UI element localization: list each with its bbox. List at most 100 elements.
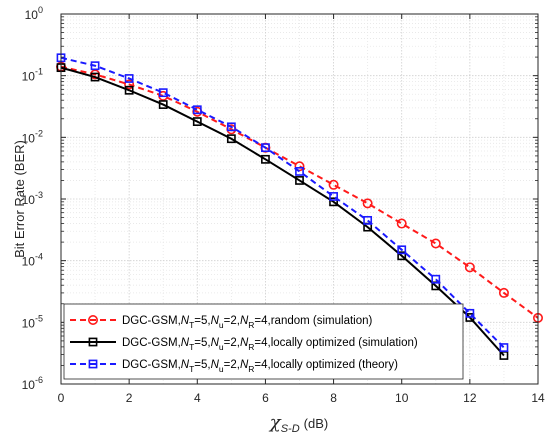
series-3-line bbox=[60, 56, 505, 349]
x-axis-label: χS-D (dB) bbox=[268, 412, 328, 435]
y-tick-label: 10-2 bbox=[22, 128, 43, 145]
legend-label-part: DGC-GSM, bbox=[122, 337, 181, 349]
series-2-line bbox=[60, 66, 505, 357]
y-tick-label: 10-4 bbox=[22, 252, 43, 269]
legend-label-part: T bbox=[189, 342, 194, 352]
y-tick-exponent: -6 bbox=[35, 375, 43, 385]
y-tick-exponent: 0 bbox=[38, 5, 43, 15]
legend-label-part: R bbox=[248, 320, 254, 330]
legend-label-part: N bbox=[181, 337, 190, 349]
series-3-point bbox=[329, 192, 338, 201]
legend-label-part: R bbox=[248, 364, 254, 374]
legend-label-3: DGC-GSM,NT=5,Nu=2,NR=4,locally optimized… bbox=[122, 359, 398, 374]
y-tick-label: 10-6 bbox=[22, 375, 43, 392]
x-tick-label: 12 bbox=[463, 391, 477, 405]
series-3-point bbox=[465, 308, 475, 318]
legend-label-part: T bbox=[189, 364, 194, 374]
series-2-point bbox=[397, 251, 407, 261]
series-2-point bbox=[124, 85, 134, 95]
y-tick-label: 10-5 bbox=[22, 313, 43, 330]
legend-marker-2 bbox=[88, 337, 98, 347]
y-tick-label: 10-1 bbox=[22, 67, 43, 84]
series-3-point bbox=[226, 122, 236, 132]
legend-box bbox=[63, 303, 464, 380]
legend-label-part: N bbox=[240, 315, 249, 327]
series-3-point bbox=[158, 88, 168, 98]
legend-label-part: =5, bbox=[194, 315, 210, 327]
y-tick-label: 100 bbox=[25, 5, 43, 22]
legend-label-part: T bbox=[189, 320, 194, 330]
series-1-point bbox=[328, 179, 339, 190]
legend-label-part: =5, bbox=[194, 337, 210, 349]
series-3-point bbox=[261, 143, 270, 153]
series-1-point bbox=[362, 198, 373, 209]
legend-label-part: N bbox=[181, 359, 190, 371]
axis-ticks bbox=[60, 13, 539, 385]
y-tick-base: 10 bbox=[22, 193, 36, 207]
series-1-point bbox=[464, 262, 475, 273]
series-2-point bbox=[90, 72, 100, 82]
y-tick-base: 10 bbox=[22, 131, 36, 145]
y-tick-exponent: -5 bbox=[35, 313, 43, 323]
legend-label-part: u bbox=[219, 364, 224, 374]
legend-label-2: DGC-GSM,NT=5,Nu=2,NR=4,locally optimized… bbox=[122, 337, 418, 352]
legend-label-part: =2, bbox=[224, 359, 240, 371]
x-axis-symbol: χ bbox=[268, 412, 282, 433]
series-2-point bbox=[329, 197, 338, 207]
legend-label-part: u bbox=[219, 342, 224, 352]
legend-label-part: N bbox=[240, 359, 249, 371]
series-3-point bbox=[397, 245, 407, 255]
y-tick-base: 10 bbox=[22, 378, 36, 392]
legend-label-1: DGC-GSM,NT=5,Nu=2,NR=4,random (simulatio… bbox=[122, 315, 373, 330]
series-3-point bbox=[90, 61, 100, 71]
legend-label-part: =4,locally optimized (simulation) bbox=[254, 337, 417, 349]
series-2-point bbox=[158, 100, 168, 109]
legend-label-part: =2, bbox=[224, 315, 240, 327]
legend-label-part: u bbox=[219, 320, 224, 330]
series-1-point bbox=[124, 79, 135, 90]
legend-label-part: N bbox=[211, 337, 220, 349]
series-3-point bbox=[124, 74, 134, 83]
x-tick-label: 14 bbox=[531, 391, 545, 405]
series-2-point bbox=[192, 117, 202, 126]
series-1-point bbox=[498, 287, 509, 298]
legend-label-part: N bbox=[211, 359, 220, 371]
legend-label-part: =4,locally optimized (theory) bbox=[254, 359, 398, 371]
legend-label-part: N bbox=[240, 337, 249, 349]
series-3-point bbox=[431, 274, 441, 284]
y-tick-label: 10-3 bbox=[22, 190, 43, 207]
legend-marker-3 bbox=[88, 359, 98, 369]
x-axis-subscript: S-D bbox=[281, 423, 300, 435]
series-layer bbox=[55, 53, 543, 360]
legend-label-part: DGC-GSM, bbox=[122, 315, 181, 327]
y-axis-label: Bit Error Rate (BER) bbox=[12, 140, 27, 258]
legend: DGC-GSM,NT=5,Nu=2,NR=4,random (simulatio… bbox=[63, 303, 464, 380]
legend-label-part: =5, bbox=[194, 359, 210, 371]
y-tick-exponent: -4 bbox=[35, 252, 43, 262]
y-tick-exponent: -2 bbox=[35, 128, 43, 138]
x-tick-label: 0 bbox=[58, 391, 65, 405]
x-tick-labels: 0 2 4 6 8 10 12 14 bbox=[58, 391, 545, 405]
y-tick-base: 10 bbox=[25, 8, 39, 22]
x-tick-label: 6 bbox=[262, 391, 269, 405]
y-tick-exponent: -3 bbox=[35, 190, 43, 200]
series-1-line bbox=[60, 65, 539, 319]
series-3-point bbox=[192, 105, 202, 115]
legend-label-part: DGC-GSM, bbox=[122, 359, 181, 371]
series-2-point bbox=[261, 154, 270, 164]
x-axis-unit: (dB) bbox=[304, 416, 329, 431]
y-tick-base: 10 bbox=[22, 316, 36, 330]
legend-label-part: R bbox=[248, 342, 254, 352]
series-2-point bbox=[226, 134, 236, 144]
x-tick-label: 8 bbox=[330, 391, 337, 405]
legend-label-part: =2, bbox=[224, 337, 240, 349]
legend-label-part: N bbox=[181, 315, 190, 327]
legend-marker-1 bbox=[88, 314, 99, 325]
series-1-point bbox=[430, 238, 441, 249]
series-3-point bbox=[363, 215, 373, 225]
x-tick-label: 2 bbox=[126, 391, 133, 405]
legend-label-part: N bbox=[211, 315, 220, 327]
y-tick-base: 10 bbox=[22, 255, 36, 269]
